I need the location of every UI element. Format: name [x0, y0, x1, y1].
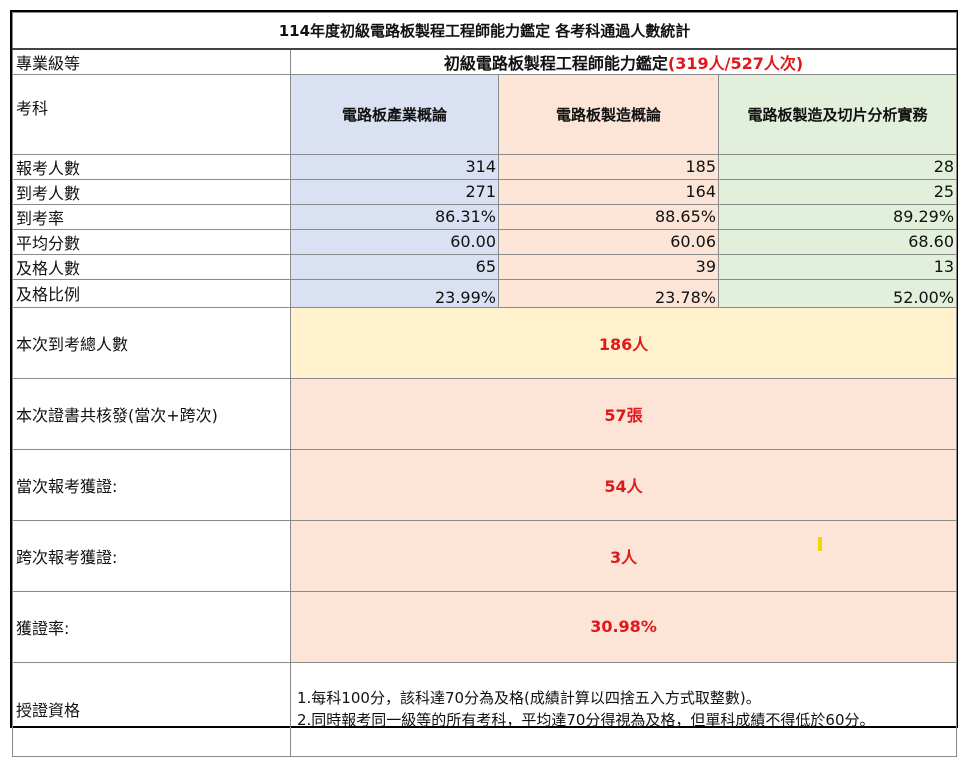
- summary-value: 30.98%: [289, 590, 958, 663]
- stat-value: 271: [290, 178, 499, 205]
- level-value-name: 初級電路板製程工程師能力鑑定: [443, 53, 668, 73]
- stat-value: 52.00%: [717, 278, 958, 308]
- stat-value: 13: [717, 253, 958, 280]
- subject-header-1: 電路板產業概論: [290, 73, 499, 155]
- summary-row: 當次報考獲證: 54人: [12, 448, 958, 521]
- subject-header-3: 電路板製造及切片分析實務: [717, 73, 958, 155]
- stat-value: 25: [717, 178, 958, 205]
- qualification-label: 授證資格: [12, 661, 291, 757]
- stat-value: 88.65%: [498, 203, 719, 230]
- stats-table: 114年度初級電路板製程工程師能力鑑定 各考科通過人數統計 專業級等 初級電路板…: [11, 12, 958, 757]
- summary-value: 57張: [289, 377, 958, 450]
- summary-label: 獲證率:: [12, 590, 291, 663]
- qualification-rules: 1.每科100分，該科達70分為及格(成績計算以四捨五入方式取整數)。 2.同時…: [289, 661, 958, 757]
- stat-row: 到考人數 271 164 25: [12, 178, 958, 205]
- stat-value: 185: [498, 153, 719, 180]
- stat-value: 68.60: [717, 228, 958, 255]
- level-value-count: (319人/527人次): [667, 53, 804, 73]
- stat-label: 平均分數: [12, 228, 291, 255]
- stat-value: 23.99%: [290, 278, 499, 308]
- stat-row: 報考人數 314 185 28: [12, 153, 958, 180]
- stat-row: 及格比例 23.99% 23.78% 52.00%: [12, 278, 958, 308]
- stat-label: 及格人數: [12, 253, 291, 280]
- stat-value: 314: [290, 153, 499, 180]
- qualification-rule-1: 1.每科100分，該科達70分為及格(成績計算以四捨五入方式取整數)。: [297, 689, 761, 707]
- summary-row: 獲證率: 30.98%: [12, 590, 958, 663]
- table-title: 114年度初級電路板製程工程師能力鑑定 各考科通過人數統計: [11, 12, 958, 50]
- stat-row: 及格人數 65 39 13: [12, 253, 958, 280]
- stat-value: 28: [717, 153, 958, 180]
- stats-table-frame: 114年度初級電路板製程工程師能力鑑定 各考科通過人數統計 專業級等 初級電路板…: [10, 10, 958, 757]
- summary-row: 本次到考總人數 186人: [12, 306, 958, 379]
- stat-row: 到考率 86.31% 88.65% 89.29%: [12, 203, 958, 230]
- stat-label: 到考率: [12, 203, 291, 230]
- stat-row: 平均分數 60.00 60.06 68.60: [12, 228, 958, 255]
- stat-value: 60.00: [290, 228, 499, 255]
- qualification-rule-2: 2.同時報考同一級等的所有考科，平均達70分得視為及格，但單科成績不得低於60分…: [297, 711, 875, 729]
- summary-label: 當次報考獲證:: [12, 448, 291, 521]
- qualification-row: 授證資格 1.每科100分，該科達70分為及格(成績計算以四捨五入方式取整數)。…: [12, 661, 958, 757]
- summary-value: 54人: [289, 448, 958, 521]
- summary-value: 186人: [289, 306, 958, 379]
- summary-label: 跨次報考獲證:: [12, 519, 291, 592]
- subject-label: 考科: [12, 73, 291, 155]
- summary-value: 3人: [289, 519, 958, 592]
- text-cursor-marker: [818, 537, 822, 551]
- stat-label: 及格比例: [12, 278, 291, 308]
- stat-label: 報考人數: [12, 153, 291, 180]
- stat-value: 60.06: [498, 228, 719, 255]
- stat-value: 86.31%: [290, 203, 499, 230]
- stat-value: 65: [290, 253, 499, 280]
- stat-value: 23.78%: [498, 278, 719, 308]
- level-label: 專業級等: [12, 48, 291, 75]
- summary-label: 本次到考總人數: [12, 306, 291, 379]
- level-value: 初級電路板製程工程師能力鑑定(319人/527人次): [289, 48, 958, 75]
- stat-label: 到考人數: [12, 178, 291, 205]
- summary-row: 本次證書共核發(當次+跨次) 57張: [12, 377, 958, 450]
- stat-value: 164: [498, 178, 719, 205]
- stat-value: 89.29%: [717, 203, 958, 230]
- subject-header-2: 電路板製造概論: [498, 73, 719, 155]
- summary-label: 本次證書共核發(當次+跨次): [12, 377, 291, 450]
- summary-row: 跨次報考獲證: 3人: [12, 519, 958, 592]
- stat-value: 39: [498, 253, 719, 280]
